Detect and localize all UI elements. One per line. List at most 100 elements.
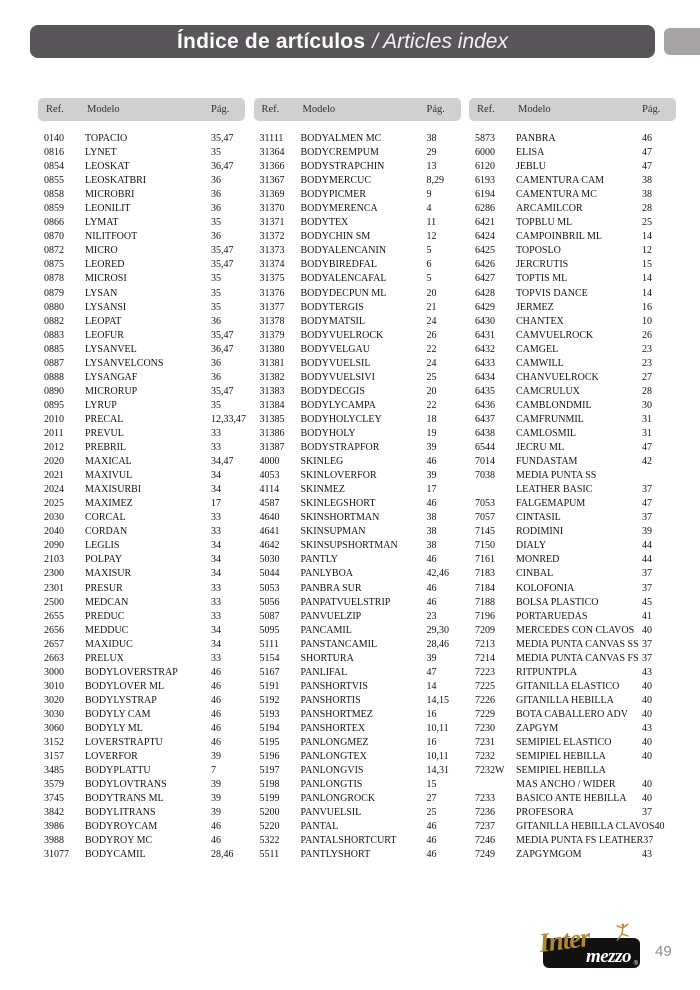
pag-cell: 12 [426,231,437,243]
modelo-cell: SKINLOVERFOR [300,470,377,482]
modelo-cell: GITANILLA HEBILLA [516,694,614,706]
modelo-cell: ZAPGYM [516,722,559,734]
ref-cell: 5167 [259,666,280,678]
column-header: Ref. Modelo Pág. [253,98,461,121]
table-row: 7226 GITANILLA HEBILLA 40 [469,694,676,708]
table-row: 6194 CAMENTURA MC 38 [469,188,676,202]
pag-cell: 39 [211,807,221,819]
modelo-cell: GITANILLA HEBILLA CLAVOS [516,821,655,833]
table-row: 6426 JERCRUTIS 15 [469,258,676,272]
ref-cell: 7223 [475,666,495,678]
ref-cell: 0878 [44,273,64,285]
table-row: 31364 BODYCREMPUM 29 [254,146,461,160]
modelo-cell: CAMBLONDMIL [516,399,592,411]
ref-cell: 5030 [259,554,280,566]
pag-cell: 35 [211,217,221,229]
modelo-cell: SKINSHORTMAN [300,512,380,524]
ref-cell: 5053 [259,582,280,594]
table-row: 5511 PANTLYSHORT 46 [254,848,461,862]
table-row: 31378 BODYMATSIL 24 [254,315,461,329]
ref-cell: 6431 [475,329,495,341]
modelo-cell: MAXIVUL [85,470,133,482]
ref-cell: 31366 [259,161,285,173]
pag-cell: 30 [642,399,652,411]
ref-cell: 7225 [475,680,495,692]
pag-cell: 7 [211,765,216,777]
ref-cell: 7183 [475,568,495,580]
title-spanish: Índice de artículos [177,29,366,53]
modelo-cell: MAXISUR [85,568,132,580]
pag-header: Pág. [426,104,445,115]
modelo-cell: PANSTANCAMIL [300,638,378,650]
modelo-cell: TOPBLU ML [516,217,573,229]
table-row: 7014 FUNDASTAM 42 [469,455,676,469]
ref-cell: 4640 [259,512,280,524]
table-row: 2010 PRECAL 12,33,47 [38,413,246,427]
pag-cell: 15 [426,779,437,791]
pag-cell: 37 [643,835,654,847]
table-row: 7225 GITANILLA ELASTICO 40 [469,680,676,694]
pag-header: Pág. [642,104,661,115]
side-tab [664,28,700,55]
pag-cell: 37 [642,582,652,594]
modelo-cell: LEORED [85,259,125,271]
modelo-cell: MEDIA PUNTA CANVAS SS [516,638,639,650]
ref-cell: 0879 [44,287,64,299]
pag-cell: 33 [211,428,221,439]
ref-cell: 5195 [259,737,280,749]
pag-cell: 42,46 [426,568,450,580]
table-row: 2021 MAXIVUL 34 [38,469,245,483]
table-row: 6120 JEBLU 47 [469,160,676,174]
table-row: 5056 PANPATVUELSTRIP 46 [254,596,461,610]
modelo-cell: PANLONGROCK [300,793,376,805]
modelo-cell: BODYLOVERSTRAP [85,666,178,678]
table-row: MAS ANCHO / WIDER 40 [469,778,676,792]
table-row: 6438 CAMLOSMIL 31 [469,427,676,441]
modelo-cell: PANLIFAL [300,666,348,678]
table-row: 3745 BODYTRANS ML 39 [38,792,245,806]
table-row: 0858 MICROBRI 36 [38,188,245,202]
modelo-cell: BODYTERGIS [300,301,364,313]
ref-cell: 5200 [259,807,280,819]
ref-cell: 5044 [259,568,280,580]
table-row: 5199 PANLONGROCK 27 [254,792,461,806]
ref-cell: 3030 [44,708,64,720]
ref-cell: 5154 [259,652,280,664]
modelo-cell: CAMPOINBRIL ML [516,231,603,243]
pag-cell: 22 [426,343,437,355]
pag-cell: 16 [426,708,437,720]
table-row: 7249 ZAPGYMGOM 43 [469,848,676,862]
ref-cell: 7209 [475,624,495,636]
pag-cell: 40 [642,694,652,706]
title-english: / Articles index [372,29,508,53]
modelo-cell: FALGEMAPUM [516,498,586,510]
pag-cell: 35,47 [211,245,234,257]
pag-cell: 26 [426,329,437,341]
modelo-cell: CAMVUELROCK [516,329,594,341]
table-row: 3000 BODYLOVERSTRAP 46 [38,666,245,680]
pag-cell: 14 [642,231,652,243]
pag-cell: 43 [642,722,652,734]
ref-cell: 31387 [259,442,285,454]
table-row: 7145 RODIMINI 39 [469,525,676,539]
index-rows: 0140 TOPACIO 35,47 0816 LYNET 35 0854 LEOSKAT 36… [38,132,246,862]
ref-cell: 6194 [475,189,495,201]
modelo-cell: PANCAMIL [300,624,352,636]
ref-cell: 0895 [44,399,64,411]
modelo-cell: BODYSTRAPFOR [300,442,380,454]
modelo-cell: JEBLU [516,161,546,173]
index-column-1: Ref. Modelo Pág. 0140 TOPACIO 35,47 0816 LYN… [38,98,246,862]
modelo-cell: BODYVUELSIVI [300,371,375,383]
modelo-cell: MEDDUC [85,624,129,636]
table-row: 4640 SKINSHORTMAN 38 [254,511,461,525]
modelo-cell: GITANILLA ELASTICO [516,680,620,692]
pag-cell: 33 [211,582,221,594]
ref-cell: 4587 [259,498,280,510]
modelo-cell: LEGLIS [85,540,120,552]
modelo-cell: PANSHORTMEZ [300,708,373,720]
pag-cell: 40 [642,751,652,763]
ref-cell: 5192 [259,694,280,706]
table-row: 0879 LYSAN 35 [38,287,245,301]
modelo-cell: BODYMERCUC [300,175,372,187]
modelo-cell: LYSAN [85,287,118,299]
